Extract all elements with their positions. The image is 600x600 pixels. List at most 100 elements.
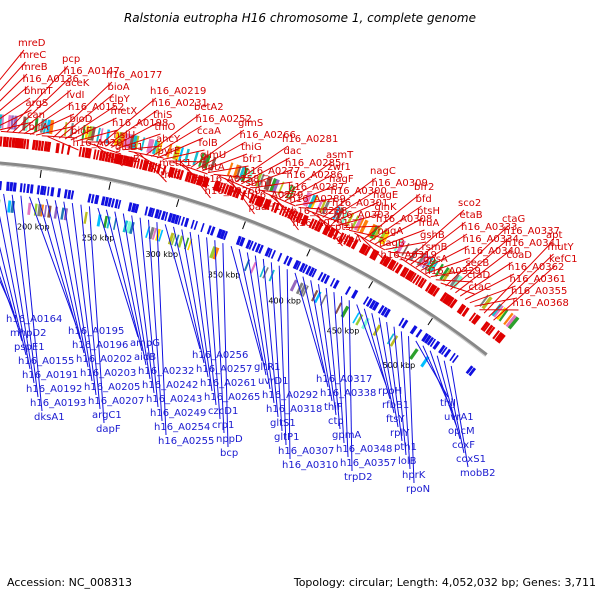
forward-cog-band <box>175 146 182 161</box>
forward-leader-line <box>29 113 75 135</box>
forward-gene-arrow <box>215 181 221 192</box>
forward-gene-arrow <box>399 266 408 277</box>
reverse-gene-labels: h16_A0164mhpD2pspE1h16_A0155h16_A0191h16… <box>6 314 495 495</box>
forward-gene-arrow <box>87 148 92 159</box>
reverse-gene-label: coxS1 <box>456 454 486 465</box>
forward-gene-arrow <box>391 262 399 272</box>
forward-gene-label: h16_A0288 <box>291 206 347 217</box>
kbp-tick <box>306 248 311 257</box>
forward-gene-label: h16_A0279 <box>247 190 303 201</box>
forward-gene-label: thiO <box>155 122 176 133</box>
reverse-gene-arrow <box>94 194 100 205</box>
reverse-leader-line <box>20 195 43 412</box>
forward-gene-label: h16_A0289 <box>290 194 346 205</box>
reverse-gene-arrow <box>429 338 437 348</box>
reverse-gene-arrow <box>371 301 380 311</box>
forward-leader-line <box>224 177 254 203</box>
forward-leader-line <box>374 217 424 245</box>
forward-gene-label: pcp <box>62 54 80 65</box>
forward-cog-band <box>353 216 363 231</box>
forward-leader-line <box>0 130 35 135</box>
reverse-leader-line <box>408 336 415 484</box>
reverse-gene-arrow <box>432 340 441 350</box>
reverse-gene-arrow <box>351 289 359 299</box>
reverse-gene-arrow <box>449 352 456 362</box>
forward-cog-band <box>321 200 330 215</box>
reverse-cog-band <box>249 261 257 274</box>
forward-gene-arrow <box>394 263 403 274</box>
forward-leader-line <box>364 193 421 239</box>
forward-cog-band <box>232 164 240 179</box>
forward-gene-label: nagF <box>329 174 354 185</box>
forward-gene-label: h16_A0147 <box>64 66 120 77</box>
reverse-gene-arrow <box>311 268 318 278</box>
reverse-cog-band <box>125 220 132 234</box>
forward-cog-band <box>393 238 403 252</box>
forward-gene-arrow <box>303 215 309 226</box>
reverse-gene-arrow <box>131 203 137 213</box>
forward-gene-label: metX <box>111 106 138 117</box>
forward-leader-line <box>369 205 422 242</box>
reverse-gene-label: h16_A0164 <box>6 314 62 325</box>
reverse-cog-band <box>103 215 108 228</box>
forward-gene-arrow <box>295 212 302 223</box>
forward-gene-label: rsmB <box>422 242 448 253</box>
forward-leader-line <box>410 221 466 265</box>
forward-leader-line <box>380 229 425 248</box>
forward-leader-line <box>430 269 472 278</box>
reverse-leader-line <box>29 196 77 326</box>
reverse-cog-band <box>311 289 319 302</box>
forward-gene-arrow <box>324 225 331 236</box>
forward-gene-label: ptsH <box>417 206 440 217</box>
forward-leader-line <box>41 135 78 139</box>
forward-gene-arrow <box>417 277 425 288</box>
forward-gene-label: h16_A0337 <box>504 226 560 237</box>
forward-gene-arrow <box>432 287 441 297</box>
forward-leader-line <box>390 251 428 255</box>
forward-gene-arrow <box>259 197 266 208</box>
forward-gene-arrow <box>176 169 181 180</box>
forward-gene-arrow <box>389 260 397 271</box>
forward-gene-arrow <box>141 159 148 171</box>
forward-gene-label: h16_A0287 <box>288 182 344 193</box>
forward-gene-arrow <box>496 333 506 344</box>
forward-leader-line <box>395 254 430 267</box>
forward-cog-band <box>332 206 341 220</box>
accession-text: Accession: NC_008313 <box>7 576 132 589</box>
forward-gene-label: aceK <box>65 78 90 89</box>
forward-gene-label: thiG <box>241 142 262 153</box>
forward-gene-label: h16_A0361 <box>510 274 566 285</box>
kbp-tick-label: 500 kbp <box>383 361 416 370</box>
forward-gene-arrow <box>248 193 255 204</box>
forward-cog-band <box>479 294 490 307</box>
reverse-leader-line <box>270 262 283 432</box>
forward-gene-arrow <box>442 293 451 304</box>
forward-leader-line <box>0 61 26 92</box>
reverse-gene-arrow <box>292 259 300 270</box>
reverse-gene-label: h16_A0195 <box>68 326 124 337</box>
forward-leader-line <box>459 261 513 297</box>
forward-leader-line <box>435 279 474 283</box>
forward-gene-arrow <box>223 184 230 195</box>
reverse-leader-line <box>97 207 139 338</box>
reverse-gene-arrow <box>424 334 432 344</box>
reverse-gene-label: h16_A0254 <box>154 422 210 433</box>
forward-gene-arrow <box>471 314 480 325</box>
forward-leader-line <box>279 161 333 200</box>
forward-gene-label: coaD <box>507 250 533 261</box>
reverse-gene-label: h16_A0357 <box>340 458 396 469</box>
reverse-leader-line <box>46 198 85 354</box>
forward-leader-line <box>333 201 380 223</box>
forward-gene-label: gshB <box>420 230 445 241</box>
forward-gene-arrow <box>139 159 144 170</box>
forward-gene-label: h16_A0303 <box>334 210 390 221</box>
forward-gene-label: fruA <box>419 218 440 229</box>
forward-leader-line <box>6 65 69 133</box>
forward-gene-label: h16_A0329 <box>425 266 481 277</box>
forward-gene-label: betA2 <box>194 102 224 113</box>
forward-leader-line <box>450 237 510 290</box>
reverse-gene-label: h16_A0261 <box>200 378 256 389</box>
reverse-gene-arrow <box>248 240 254 250</box>
reverse-gene-label: h16_A0205 <box>84 382 140 393</box>
forward-gene-arrow <box>311 219 318 230</box>
